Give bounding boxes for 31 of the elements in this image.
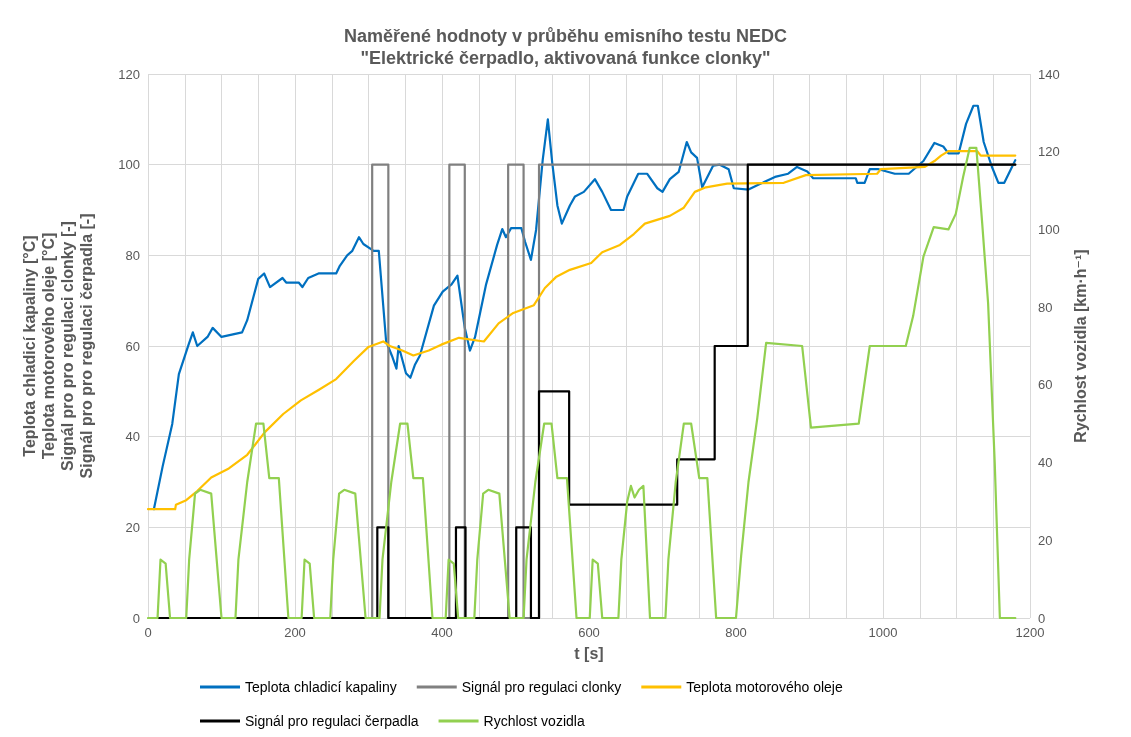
x-tick-label: 200 bbox=[284, 625, 306, 640]
y2-tick-label: 140 bbox=[1038, 66, 1060, 82]
y2-tick-label: 60 bbox=[1038, 377, 1053, 393]
y-tick-label: 40 bbox=[125, 429, 140, 445]
y-tick-label: 120 bbox=[118, 66, 140, 82]
legend-label: Teplota chladicí kapaliny bbox=[245, 679, 397, 695]
x-tick-label: 1200 bbox=[1015, 625, 1045, 640]
y-tick-label: 100 bbox=[118, 157, 140, 173]
y2-tick-label: 100 bbox=[1038, 221, 1060, 237]
y-tick-label: 60 bbox=[125, 338, 140, 354]
y2-axis-title: Rychlost vozidla [km·h⁻¹] bbox=[1071, 249, 1089, 443]
legend-label: Teplota motorového oleje bbox=[686, 679, 843, 695]
x-tick-label: 400 bbox=[431, 625, 453, 640]
legend-label: Signál pro regulaci čerpadla bbox=[245, 713, 419, 729]
y-tick-label: 0 bbox=[132, 610, 140, 626]
y2-tick-label: 20 bbox=[1038, 532, 1053, 548]
legend-label: Rychlost vozidla bbox=[483, 713, 585, 729]
y2-tick-label: 40 bbox=[1038, 455, 1053, 471]
y-tick-label: 20 bbox=[125, 519, 140, 535]
x-axis-title: t [s] bbox=[574, 645, 604, 662]
y2-tick-label: 0 bbox=[1038, 610, 1046, 626]
x-tick-label: 1000 bbox=[868, 625, 898, 640]
chart-title: Naměřené hodnoty v průběhu emisního testu NEDC "Elektrické čerpadlo, aktivovaná funkce clonky" bbox=[343, 26, 788, 68]
legend-label: Signál pro regulaci clonky bbox=[461, 679, 622, 695]
y2-tick-label: 80 bbox=[1038, 299, 1053, 315]
x-tick-label: 800 bbox=[725, 625, 747, 640]
y2-tick-label: 120 bbox=[1038, 144, 1060, 160]
y-axis-title: Teplota chladicí kapaliny [°C] Teplota motorového oleje [°C] Signál pro pro regulaci clonky [-] Signál pro pro regulaci čerpadla [-] bbox=[21, 213, 95, 479]
x-tick-label: 600 bbox=[578, 625, 600, 640]
x-tick-label: 0 bbox=[144, 625, 152, 640]
y-tick-label: 80 bbox=[125, 247, 140, 263]
